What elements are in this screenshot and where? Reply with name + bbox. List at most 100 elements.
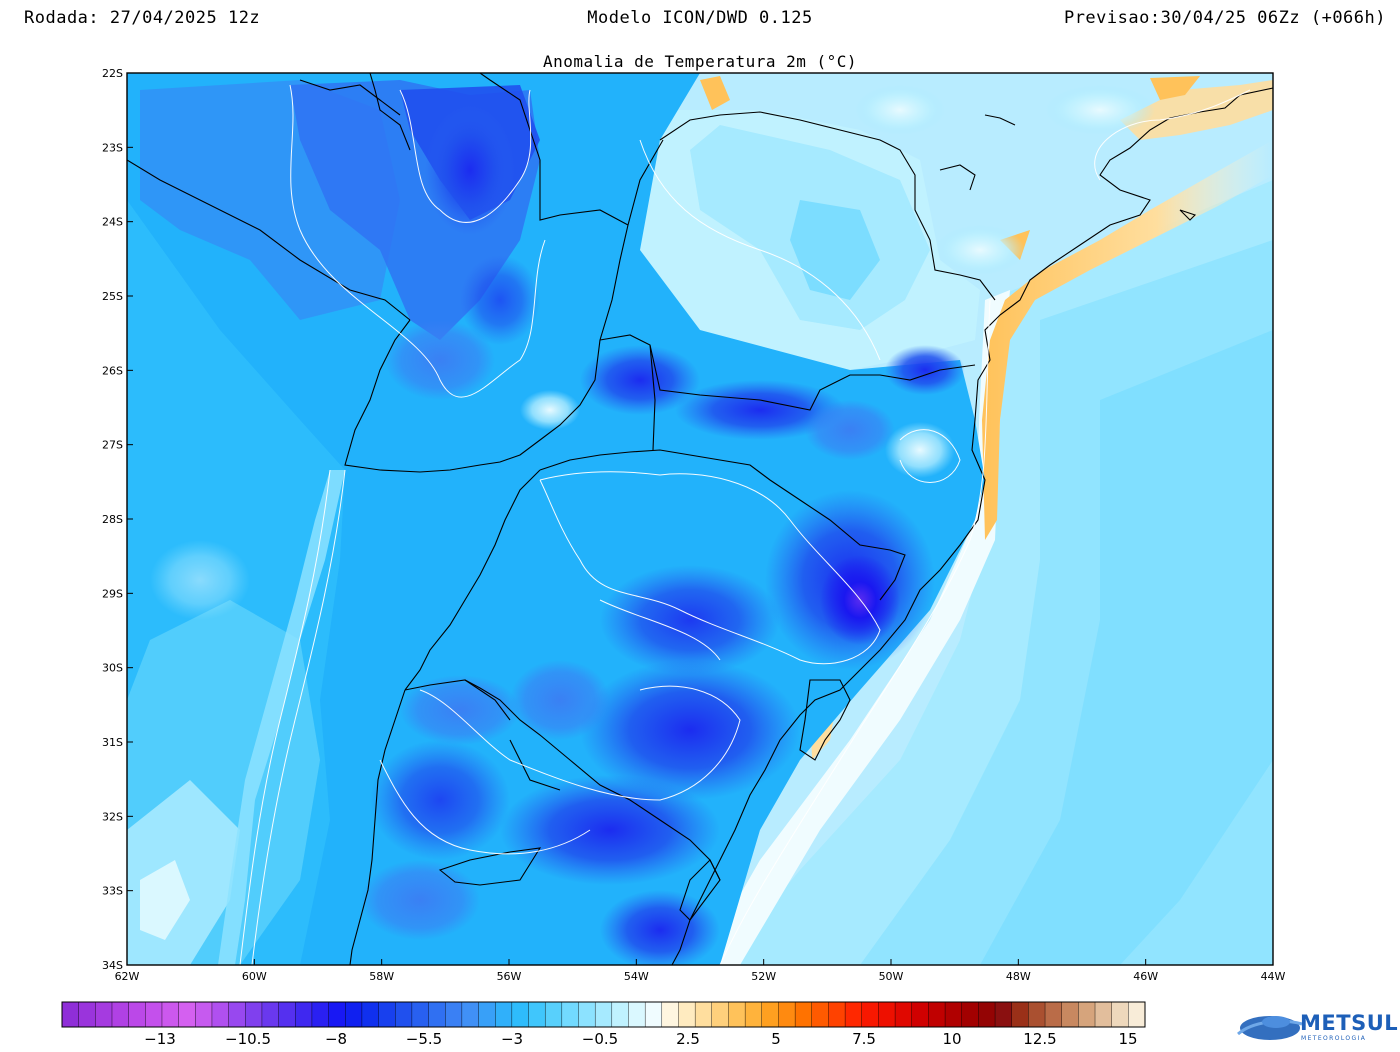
colorbar-swatch bbox=[111, 1001, 130, 1028]
longitude-axis: 62W 60W 58W 56W 54W 52W 50W 48W 46W 44W bbox=[115, 959, 1286, 983]
colorbar-tick-label: −0.5 bbox=[582, 1030, 618, 1048]
logo-text: METSUL bbox=[1300, 1011, 1399, 1035]
lat-label: 30S bbox=[102, 662, 123, 675]
colorbar-tick-label: −3 bbox=[501, 1030, 523, 1048]
colorbar-swatch bbox=[828, 1001, 846, 1028]
colorbar-swatch bbox=[1044, 1001, 1063, 1028]
colorbar-tick-label: −8 bbox=[325, 1030, 347, 1048]
colorbar-swatch bbox=[878, 1001, 896, 1028]
lon-label: 52W bbox=[751, 970, 776, 983]
colorbar-swatch bbox=[594, 1001, 613, 1028]
colorbar-swatch bbox=[778, 1001, 796, 1028]
colorbar-swatch bbox=[961, 1001, 979, 1028]
colorbar-swatch bbox=[95, 1001, 113, 1028]
colorbar-swatch bbox=[178, 1001, 196, 1028]
colorbar-tick-label: 5 bbox=[771, 1030, 781, 1048]
logo-subtext: METEOROLOGIA bbox=[1301, 1035, 1367, 1042]
colorbar-tick-label: 12.5 bbox=[1023, 1030, 1056, 1048]
colorbar-swatch bbox=[528, 1001, 546, 1028]
colorbar-swatch bbox=[211, 1001, 230, 1028]
colorbar-swatch bbox=[1128, 1001, 1146, 1028]
colorbar-swatch bbox=[611, 1001, 629, 1028]
colorbar-swatch bbox=[644, 1001, 663, 1028]
lon-label: 54W bbox=[624, 970, 649, 983]
colorbar-swatch bbox=[428, 1001, 446, 1028]
run-label: Rodada: 27/04/2025 12z bbox=[24, 8, 261, 28]
colorbar-swatch bbox=[1078, 1001, 1096, 1028]
colorbar-swatch bbox=[994, 1001, 1013, 1028]
lat-label: 24S bbox=[102, 216, 123, 229]
colorbar-swatch bbox=[395, 1001, 413, 1028]
colorbar-swatch bbox=[128, 1001, 146, 1028]
colorbar-swatch bbox=[1111, 1001, 1129, 1028]
colorbar-swatch bbox=[61, 1001, 80, 1028]
colorbar-swatch bbox=[228, 1001, 246, 1028]
colorbar-swatch bbox=[794, 1001, 813, 1028]
colorbar-swatch bbox=[361, 1001, 380, 1028]
globe-highlight-icon bbox=[1262, 1016, 1290, 1028]
colorbar-swatch bbox=[1011, 1001, 1029, 1028]
colorbar-swatch bbox=[761, 1001, 779, 1028]
forecast-label: Previsao:30/04/25 06Zz (+066h) bbox=[1063, 8, 1386, 28]
lon-label: 48W bbox=[1006, 970, 1031, 983]
colorbar-tick-label: 7.5 bbox=[852, 1030, 876, 1048]
colorbar-tick-label: 15 bbox=[1118, 1030, 1137, 1048]
lat-label: 27S bbox=[102, 439, 123, 452]
lon-label: 58W bbox=[369, 970, 394, 983]
colorbar-tick-label: 10 bbox=[942, 1030, 961, 1048]
colorbar-swatch bbox=[411, 1001, 430, 1028]
colorbar-swatch bbox=[1028, 1001, 1046, 1028]
boundaries bbox=[127, 73, 1273, 965]
lon-label: 62W bbox=[115, 970, 140, 983]
colorbar-swatch bbox=[744, 1001, 763, 1028]
colorbar bbox=[61, 1001, 1146, 1028]
colorbar-swatch bbox=[511, 1001, 530, 1028]
colorbar-swatch bbox=[894, 1001, 913, 1028]
colorbar-swatch bbox=[544, 1001, 563, 1028]
colorbar-swatch bbox=[328, 1001, 346, 1028]
lon-label: 44W bbox=[1261, 970, 1286, 983]
colorbar-swatch bbox=[978, 1001, 996, 1028]
lat-label: 23S bbox=[102, 141, 123, 154]
colorbar-swatch bbox=[561, 1001, 580, 1028]
lat-label: 26S bbox=[102, 364, 123, 377]
lat-label: 28S bbox=[102, 513, 123, 526]
colorbar-tick-label: 2.5 bbox=[676, 1030, 700, 1048]
lat-label: 25S bbox=[102, 290, 123, 303]
colorbar-swatch bbox=[145, 1001, 163, 1028]
latitude-axis: 22S 23S 24S 25S 26S 27S 28S 29S 30S 31S 32S 33S 34S bbox=[102, 67, 133, 972]
colorbar-swatch bbox=[861, 1001, 879, 1028]
colorbar-swatch bbox=[295, 1001, 313, 1028]
colorbar-tick-label: −13 bbox=[144, 1030, 176, 1048]
colorbar-labels: −13 −10.5 −8 −5.5 −3 −0.5 2.5 5 7.5 10 12.5 15 bbox=[144, 1030, 1137, 1048]
map-title: Anomalia de Temperatura 2m (°C) bbox=[542, 52, 858, 71]
colorbar-swatch bbox=[844, 1001, 863, 1028]
colorbar-swatch bbox=[261, 1001, 280, 1028]
colorbar-swatch bbox=[478, 1001, 496, 1028]
colorbar-swatch bbox=[245, 1001, 263, 1028]
metsul-logo bbox=[1237, 1016, 1303, 1040]
contours bbox=[239, 84, 1251, 965]
map-fill bbox=[127, 73, 1273, 965]
colorbar-swatch bbox=[578, 1001, 596, 1028]
colorbar-swatch bbox=[311, 1001, 330, 1028]
colorbar-swatch bbox=[1061, 1001, 1079, 1028]
colorbar-swatch bbox=[161, 1001, 180, 1028]
colorbar-swatch bbox=[1094, 1001, 1113, 1028]
lat-label: 33S bbox=[102, 885, 123, 898]
colorbar-swatch bbox=[928, 1001, 946, 1028]
colorbar-swatch bbox=[694, 1001, 713, 1028]
colorbar-swatch bbox=[661, 1001, 679, 1028]
colorbar-swatch bbox=[345, 1001, 363, 1028]
lat-label: 22S bbox=[102, 67, 123, 80]
colorbar-tick-label: −5.5 bbox=[406, 1030, 442, 1048]
lon-label: 60W bbox=[242, 970, 267, 983]
colorbar-swatch bbox=[378, 1001, 396, 1028]
colorbar-swatch bbox=[628, 1001, 646, 1028]
lon-label: 56W bbox=[497, 970, 522, 983]
colorbar-swatch bbox=[728, 1001, 746, 1028]
lon-label: 50W bbox=[879, 970, 904, 983]
lat-label: 31S bbox=[102, 736, 123, 749]
colorbar-swatch bbox=[78, 1001, 96, 1028]
